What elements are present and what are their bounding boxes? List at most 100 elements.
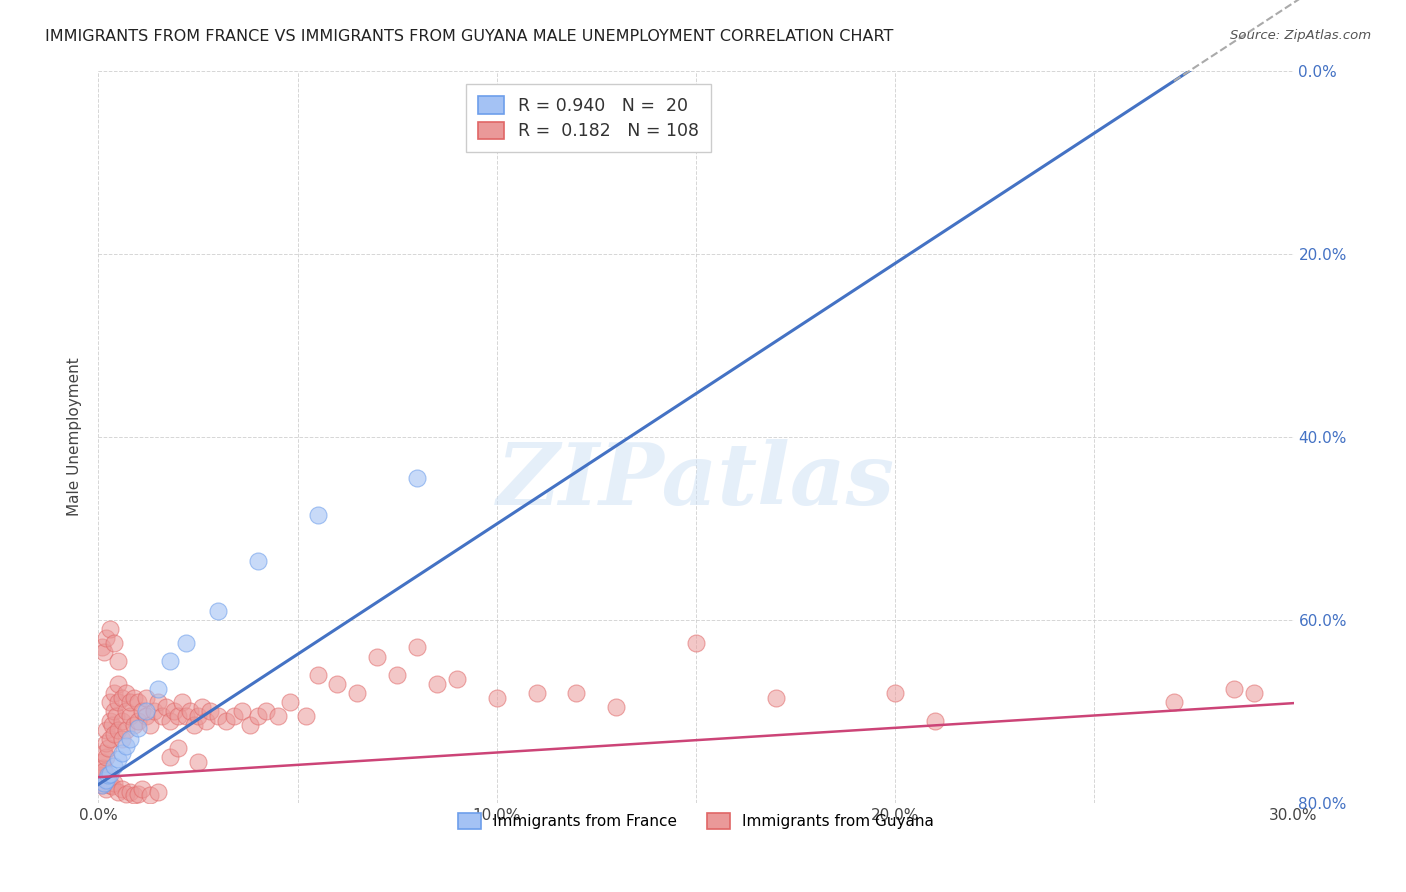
Point <box>207 604 229 618</box>
Point <box>120 785 142 799</box>
Point <box>406 471 429 485</box>
Legend: Immigrants from France, Immigrants from Guyana: Immigrants from France, Immigrants from … <box>451 807 941 836</box>
Point <box>98 695 122 709</box>
Point <box>685 636 707 650</box>
Point <box>605 699 627 714</box>
Point <box>96 772 118 787</box>
Point <box>93 775 115 789</box>
Point <box>115 686 138 700</box>
Point <box>96 736 118 750</box>
Point <box>183 718 205 732</box>
Point <box>159 654 181 668</box>
Point <box>89 772 111 787</box>
Point <box>93 764 115 778</box>
Point <box>127 721 149 735</box>
Point <box>246 553 269 567</box>
Point <box>96 750 118 764</box>
Point <box>131 782 153 797</box>
Point <box>924 714 946 728</box>
Point <box>97 772 120 787</box>
Point <box>366 649 388 664</box>
Point <box>150 709 173 723</box>
Point <box>307 667 329 681</box>
Point <box>91 761 114 775</box>
Point <box>107 752 129 766</box>
Point <box>89 768 111 782</box>
Point <box>115 739 138 753</box>
Point <box>254 705 277 719</box>
Point <box>90 775 112 789</box>
Point <box>135 709 157 723</box>
Point <box>231 705 253 719</box>
Point <box>148 785 170 799</box>
Point <box>155 699 177 714</box>
Point <box>120 731 142 746</box>
Point <box>222 709 245 723</box>
Point <box>91 755 114 769</box>
Point <box>167 709 190 723</box>
Point <box>107 723 129 737</box>
Point <box>187 709 209 723</box>
Point <box>426 677 449 691</box>
Point <box>1223 681 1246 696</box>
Point <box>98 622 122 636</box>
Point <box>101 780 124 794</box>
Text: Source: ZipAtlas.com: Source: ZipAtlas.com <box>1230 29 1371 42</box>
Point <box>127 714 149 728</box>
Point <box>307 508 329 522</box>
Point <box>103 727 125 741</box>
Point <box>98 766 122 780</box>
Point <box>207 709 229 723</box>
Point <box>172 695 194 709</box>
Point <box>98 778 122 792</box>
Point <box>174 709 197 723</box>
Point <box>346 686 368 700</box>
Point <box>195 714 218 728</box>
Point <box>135 705 157 719</box>
Point <box>446 673 468 687</box>
Point <box>139 718 162 732</box>
Point <box>127 695 149 709</box>
Point <box>139 789 162 803</box>
Point <box>98 714 122 728</box>
Point <box>103 759 125 773</box>
Point <box>111 782 134 797</box>
Point <box>765 690 787 705</box>
Point <box>103 686 125 700</box>
Point <box>120 709 142 723</box>
Point <box>96 632 118 646</box>
Point <box>148 681 170 696</box>
Point <box>167 740 190 755</box>
Point <box>127 787 149 801</box>
Point <box>107 785 129 799</box>
Point <box>124 690 146 705</box>
Point <box>101 718 124 732</box>
Point <box>103 775 125 789</box>
Point <box>91 778 114 792</box>
Point <box>174 636 197 650</box>
Point <box>98 731 122 746</box>
Text: ZIPatlas: ZIPatlas <box>496 439 896 523</box>
Point <box>124 789 146 803</box>
Point <box>111 690 134 705</box>
Point <box>326 677 349 691</box>
Point <box>159 714 181 728</box>
Point <box>103 705 125 719</box>
Point <box>884 686 907 700</box>
Point <box>135 690 157 705</box>
Point <box>124 718 146 732</box>
Point <box>91 768 114 782</box>
Point <box>105 709 128 723</box>
Point <box>97 740 120 755</box>
Point <box>143 705 166 719</box>
Point <box>89 770 111 784</box>
Point <box>107 654 129 668</box>
Point <box>115 787 138 801</box>
Point <box>115 723 138 737</box>
Point <box>191 699 214 714</box>
Y-axis label: Male Unemployment: Male Unemployment <box>67 358 83 516</box>
Point <box>91 640 114 655</box>
Point <box>246 709 269 723</box>
Point <box>120 695 142 709</box>
Point <box>91 778 114 792</box>
